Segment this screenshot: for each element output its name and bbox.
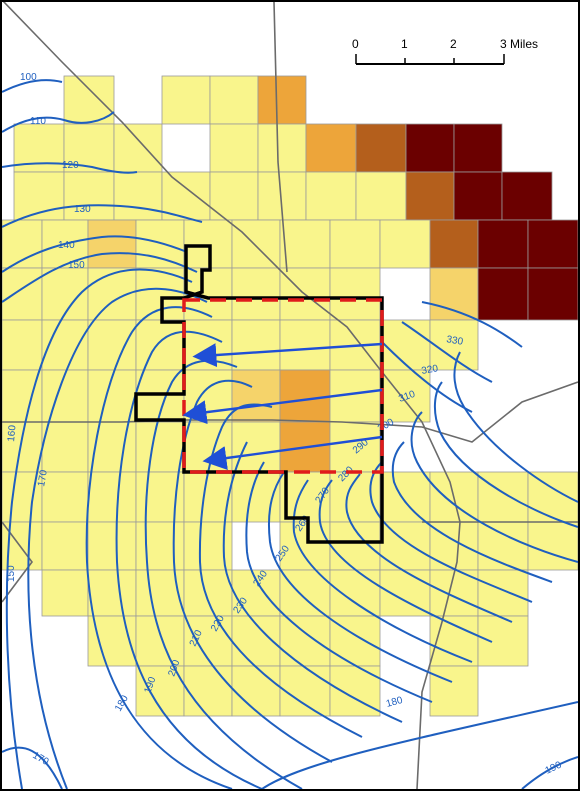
flow-arrow [182, 388, 383, 425]
contour-label: 150 [68, 260, 85, 271]
flow-arrow [192, 342, 383, 368]
contour-lines [2, 79, 578, 789]
scale-label-0: 0 [352, 37, 359, 51]
scale-label-2: 2 [450, 37, 457, 51]
flow-arrow [202, 435, 383, 470]
contour-label: 160 [6, 424, 18, 442]
scale-label-1: 1 [401, 37, 408, 51]
contour-label: 140 [58, 240, 75, 251]
flow-arrows [182, 342, 383, 470]
contour-label: 320 [421, 363, 440, 377]
scale-label-3: 3 Miles [500, 37, 538, 51]
contour-label: 190 [544, 760, 564, 777]
contour-label: 120 [62, 160, 79, 171]
contour-label: 170 [36, 469, 50, 488]
contour-label: 130 [74, 204, 91, 215]
contour-label: 100 [20, 72, 37, 83]
contour-label: 110 [30, 116, 46, 127]
contour-label: 150 [6, 565, 17, 582]
contour-label: 180 [385, 695, 404, 710]
contour-label: 330 [445, 334, 464, 348]
site-boundary [134, 244, 384, 544]
scale-bar: 0 1 2 3 Miles [352, 37, 538, 65]
